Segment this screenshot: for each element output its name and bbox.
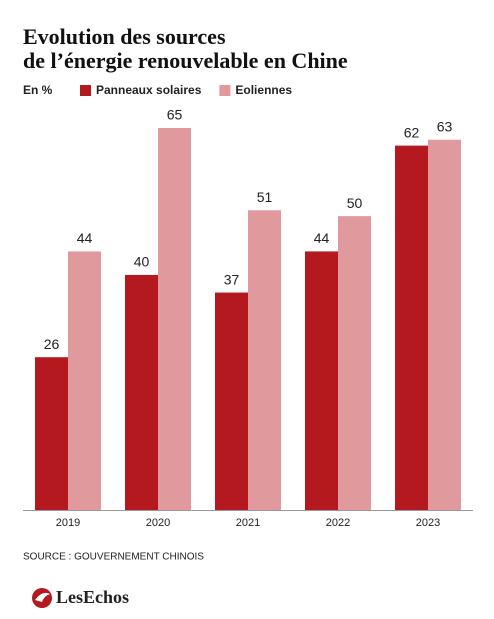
bar — [338, 216, 371, 510]
x-tick-label: 2022 — [326, 517, 350, 529]
bar — [248, 210, 281, 510]
value-label: 37 — [224, 271, 240, 287]
logo: LesEchos — [32, 587, 129, 608]
brand: LesEchos — [56, 587, 129, 607]
value-label: 51 — [257, 189, 273, 205]
value-label: 50 — [347, 195, 363, 211]
value-label: 26 — [44, 336, 60, 352]
value-label: 40 — [134, 254, 150, 270]
bar — [395, 145, 428, 510]
x-tick-label: 2020 — [146, 517, 170, 529]
bar — [215, 292, 248, 510]
value-label: 62 — [404, 124, 420, 140]
chart-title: de l’énergie renouvelable en Chine — [23, 48, 348, 73]
value-label: 63 — [437, 118, 453, 134]
x-tick-label: 2019 — [56, 517, 80, 529]
bar — [68, 251, 101, 510]
value-label: 44 — [314, 230, 330, 246]
bar — [158, 128, 191, 510]
bar — [125, 274, 158, 510]
chart-title: Evolution des sources — [23, 24, 226, 49]
legend-swatch — [219, 85, 231, 96]
legend-label: Eoliennes — [235, 83, 292, 97]
value-label: 44 — [77, 230, 93, 246]
x-tick-label: 2023 — [416, 517, 440, 529]
legend-label: Panneaux solaires — [96, 83, 202, 97]
bar — [35, 357, 68, 510]
x-tick-label: 2021 — [236, 517, 260, 529]
bar — [428, 139, 461, 510]
logo-icon — [35, 592, 50, 602]
unit-label: En % — [23, 83, 53, 97]
value-label: 65 — [167, 107, 183, 123]
source: SOURCE : GOUVERNEMENT CHINOIS — [23, 552, 204, 563]
legend-swatch — [80, 85, 91, 96]
bar — [305, 251, 338, 510]
